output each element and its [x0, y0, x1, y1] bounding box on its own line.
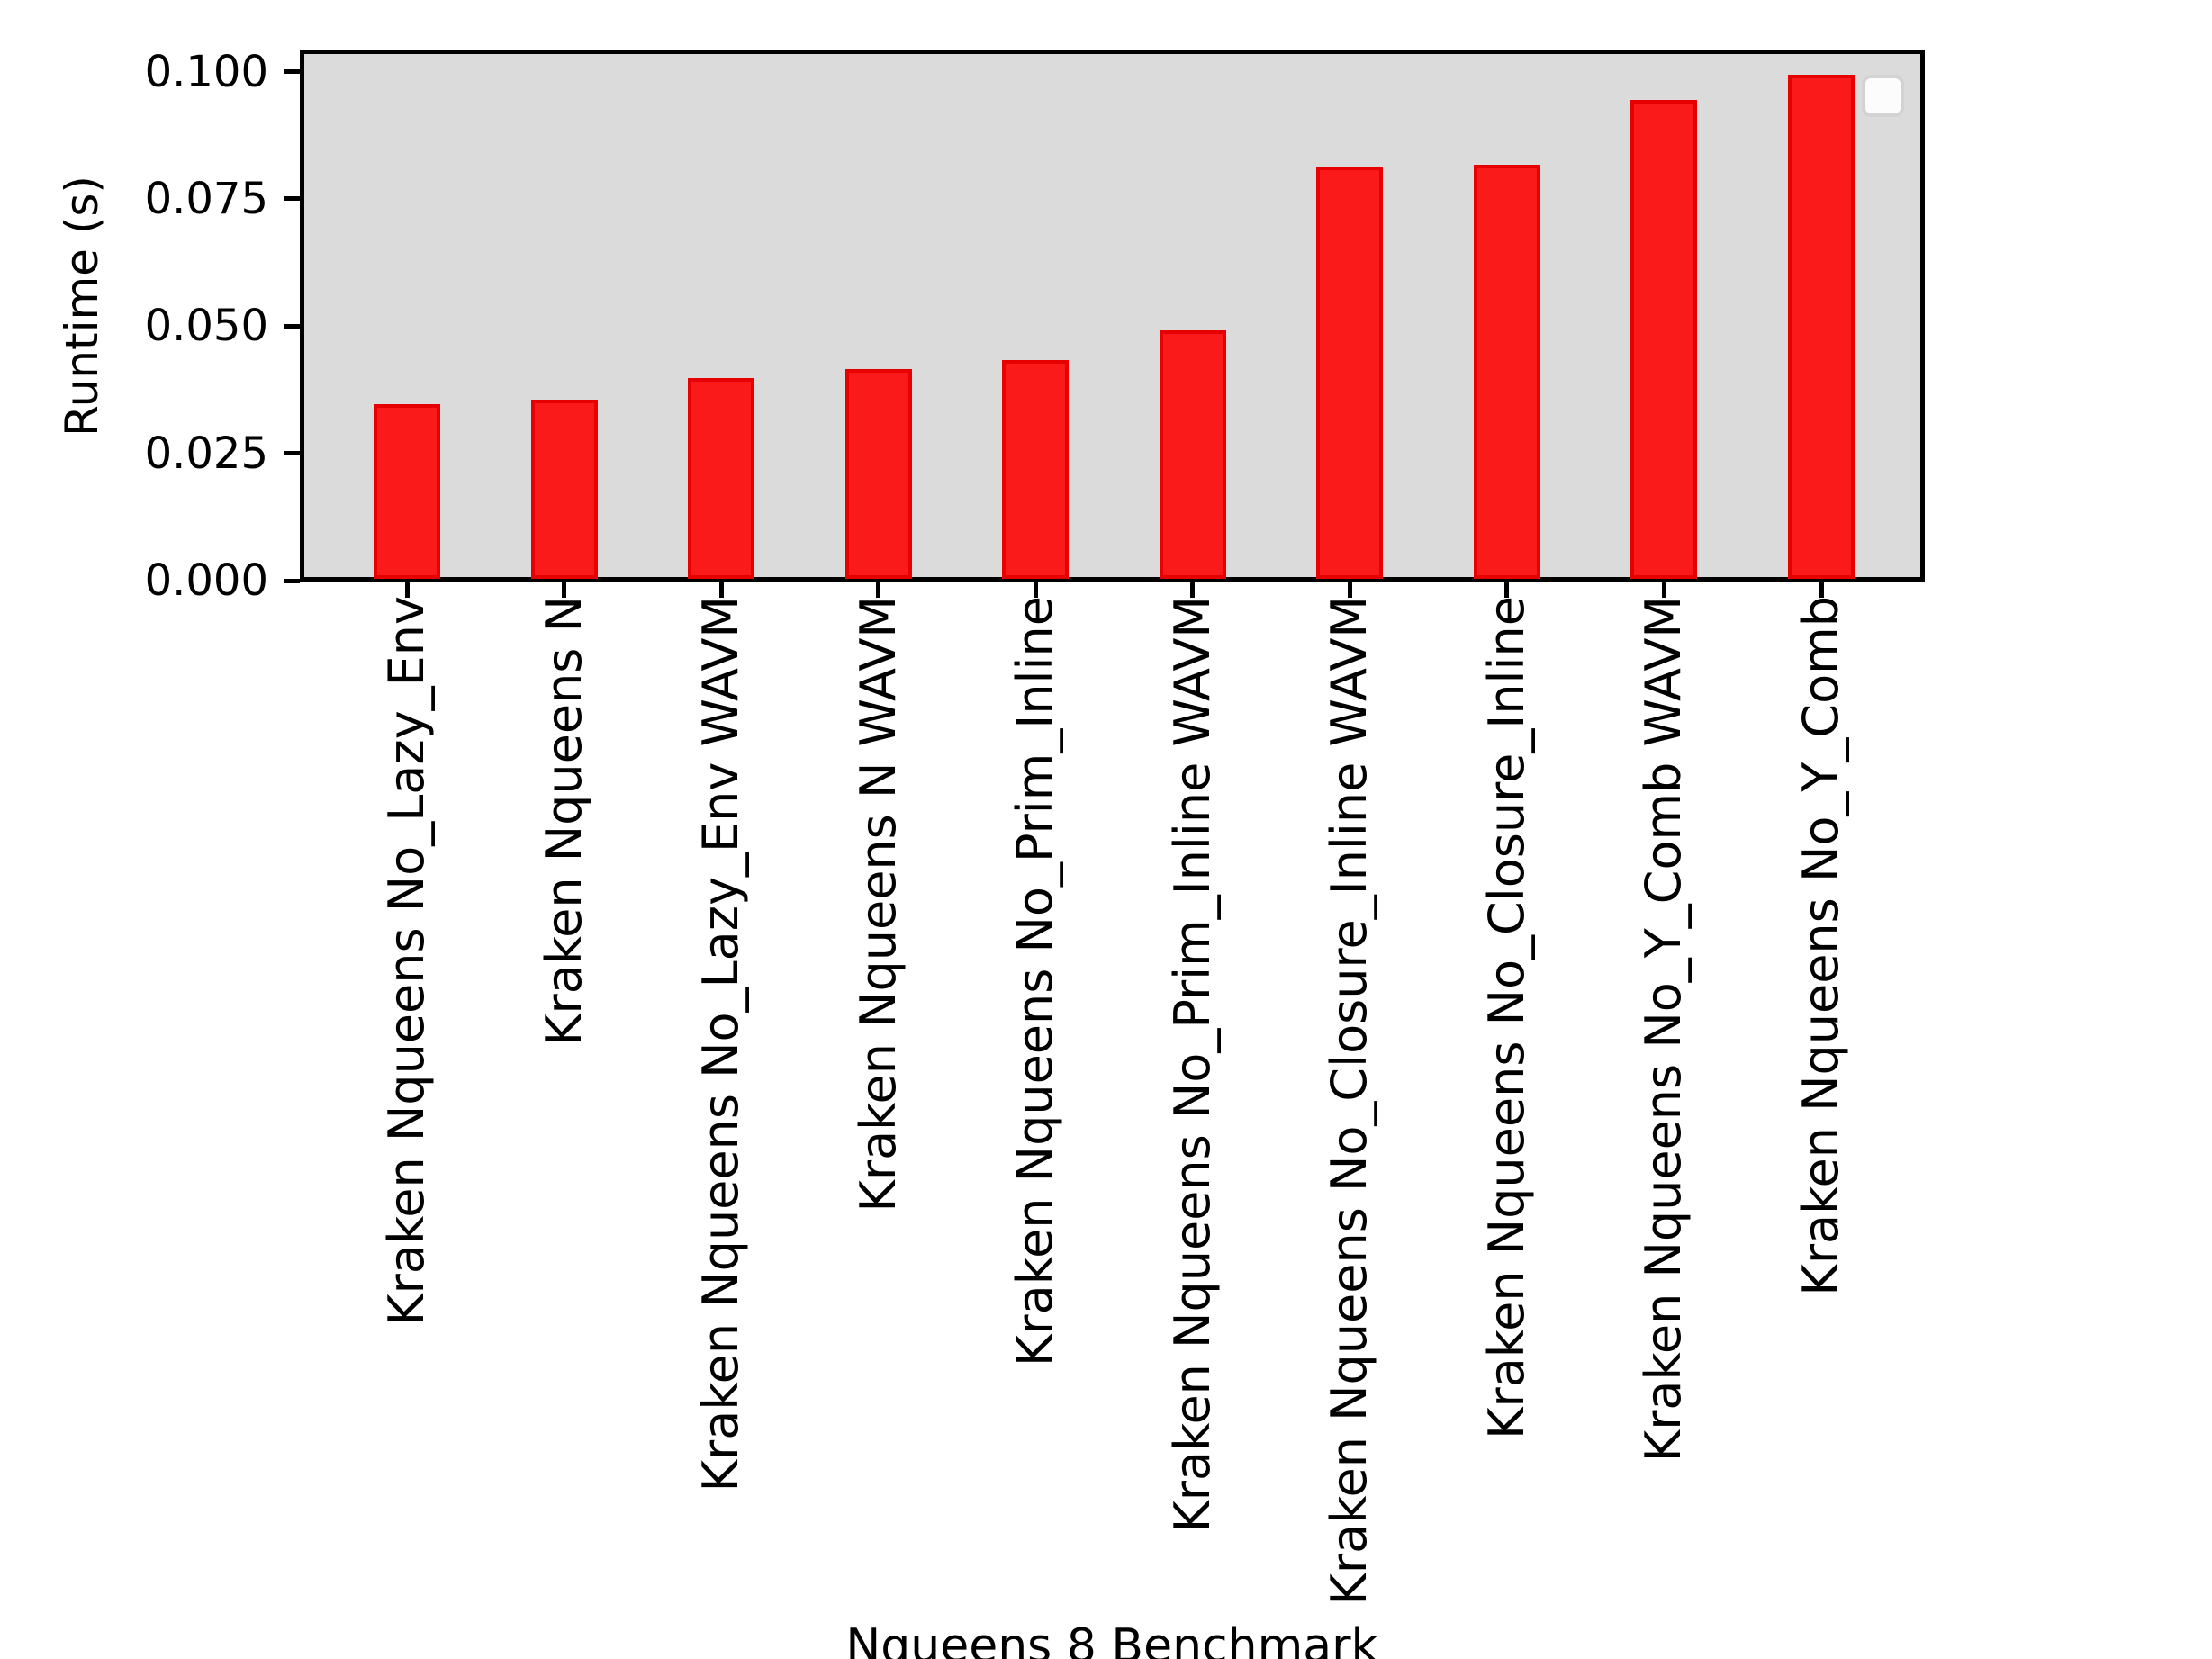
x-tick-label: Kraken Nqueens No_Prim_Inline WAVM — [1163, 596, 1221, 1533]
x-tick-label: Kraken Nqueens No_Closure_Inline — [1477, 596, 1535, 1439]
x-tick — [404, 582, 410, 598]
bar — [844, 369, 912, 579]
y-tick — [284, 578, 300, 583]
x-tick — [1347, 582, 1352, 598]
x-tick-label: Kraken Nqueens N WAVM — [849, 596, 907, 1213]
legend-box — [1862, 75, 1904, 117]
x-tick — [1190, 582, 1196, 598]
bar — [688, 377, 755, 579]
x-tick-label: Kraken Nqueens No_Y_Comb WAVM — [1635, 596, 1693, 1463]
bar — [1002, 360, 1070, 579]
bar — [530, 400, 598, 579]
bar — [1159, 329, 1226, 579]
bar — [374, 403, 440, 579]
x-tick — [718, 582, 724, 598]
y-tick-label: 0.000 — [144, 555, 268, 606]
bar — [1630, 100, 1698, 579]
y-tick-label: 0.075 — [144, 173, 268, 224]
x-tick — [1504, 582, 1510, 598]
x-tick — [1819, 582, 1824, 598]
bar — [1473, 164, 1540, 579]
x-tick-label: Kraken Nqueens No_Lazy_Env WAVM — [692, 596, 750, 1492]
y-tick — [284, 196, 300, 202]
x-tick — [562, 582, 567, 598]
x-tick-label: Kraken Nqueens N — [535, 596, 592, 1046]
x-tick-label: Kraken Nqueens No_Y_Comb — [1792, 596, 1850, 1296]
x-tick — [876, 582, 881, 598]
x-tick — [1661, 582, 1666, 598]
y-tick-label: 0.025 — [144, 428, 268, 479]
x-tick-label: Kraken Nqueens No_Prim_Inline — [1007, 596, 1064, 1366]
x-tick-label: Kraken Nqueens No_Closure_Inline WAVM — [1321, 596, 1378, 1606]
x-axis-label: Nqueens 8 Benchmark — [845, 1619, 1378, 1659]
x-tick — [1033, 582, 1038, 598]
y-tick-label: 0.100 — [144, 46, 268, 97]
bar — [1788, 74, 1855, 579]
bar — [1316, 167, 1384, 579]
y-tick — [284, 323, 300, 329]
y-tick — [284, 69, 300, 74]
y-tick — [284, 451, 300, 456]
y-tick-label: 0.050 — [144, 301, 268, 352]
y-axis-label: Runtime (s) — [56, 176, 108, 437]
x-tick-label: Kraken Nqueens No_Lazy_Env — [378, 596, 435, 1326]
